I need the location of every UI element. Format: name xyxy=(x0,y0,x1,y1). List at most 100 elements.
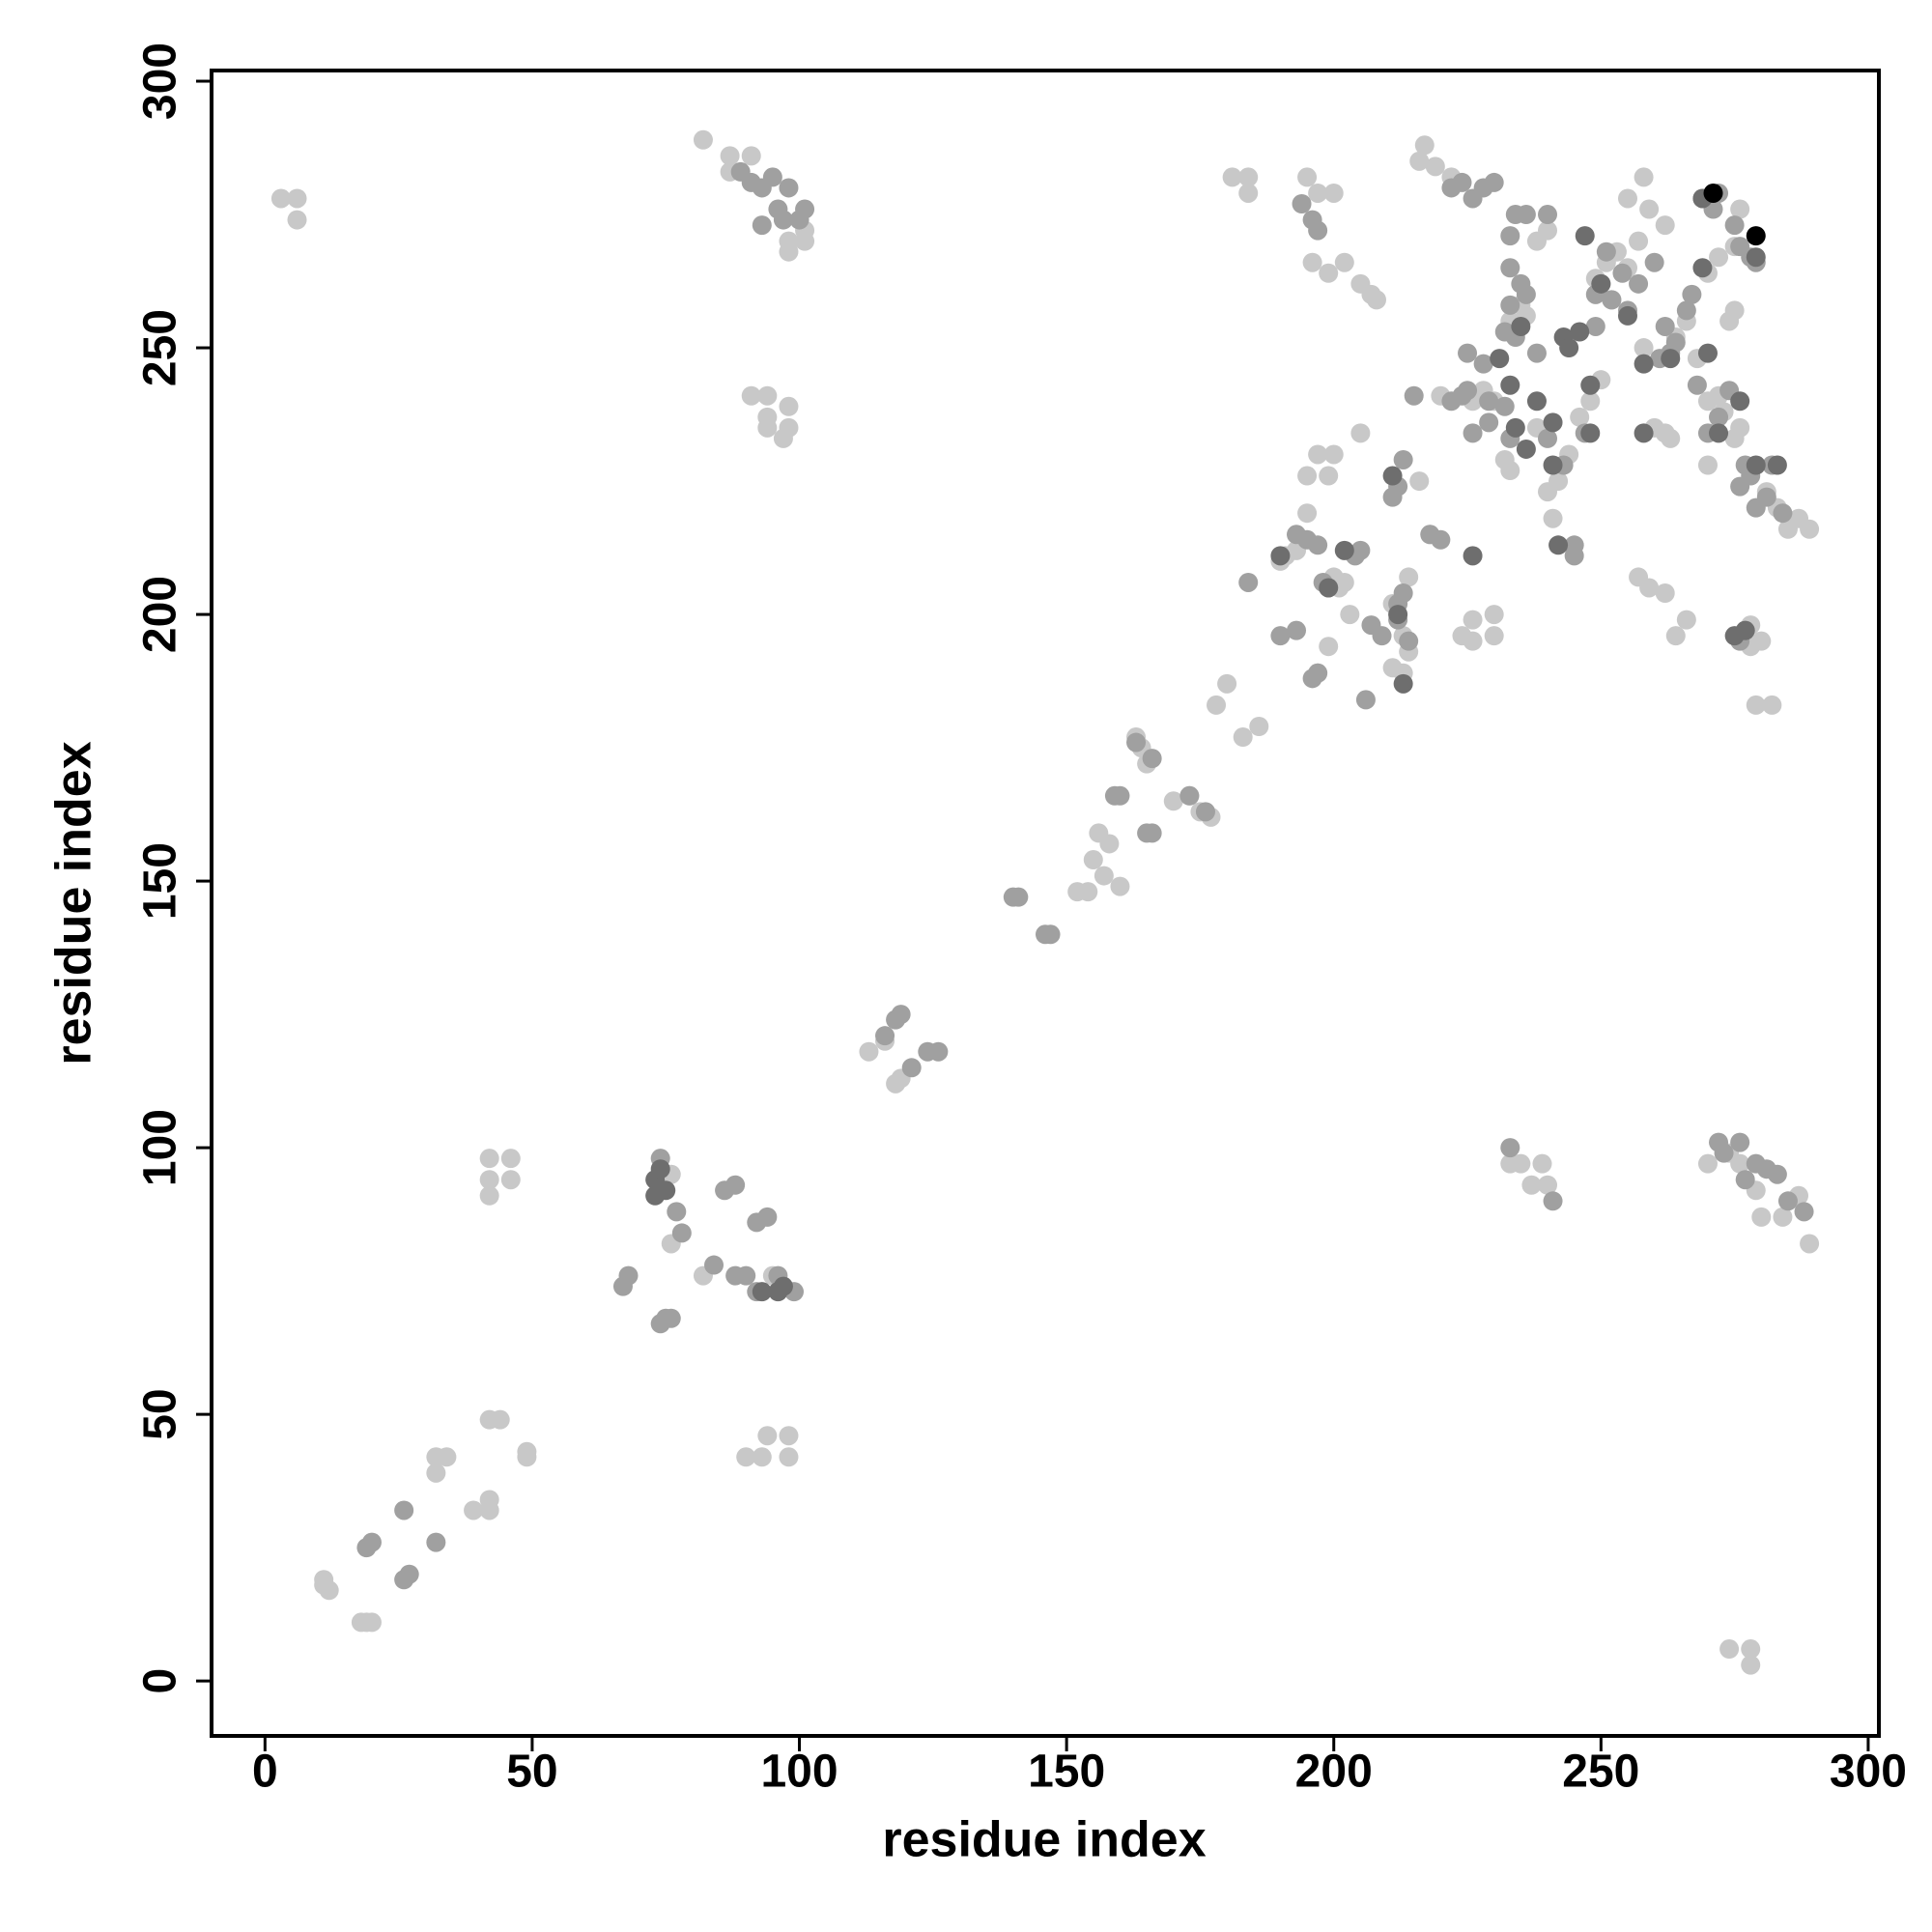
contact-point xyxy=(1500,461,1520,481)
contact-point xyxy=(1800,1234,1820,1254)
contact-point xyxy=(1334,540,1354,560)
contact-point xyxy=(661,1308,681,1328)
y-tick-label: 250 xyxy=(135,309,186,386)
contact-point xyxy=(1458,343,1478,363)
contact-point xyxy=(1463,423,1483,443)
contact-point xyxy=(1617,305,1637,326)
contact-point xyxy=(1526,343,1547,363)
contact-point xyxy=(1323,444,1344,465)
contact-point xyxy=(1543,1191,1563,1211)
contact-point xyxy=(1697,1153,1718,1174)
contact-point xyxy=(1297,503,1318,524)
contact-point xyxy=(1676,610,1696,630)
contact-point xyxy=(1516,284,1536,304)
contact-point xyxy=(1388,605,1408,625)
contact-point xyxy=(1661,428,1681,448)
contact-point xyxy=(517,1441,537,1462)
contact-point xyxy=(1409,151,1430,171)
contact-point xyxy=(1110,876,1130,896)
contact-point xyxy=(1697,343,1718,363)
contact-point xyxy=(928,1041,949,1062)
y-tick-label: 200 xyxy=(135,576,186,653)
contact-point xyxy=(1083,850,1103,870)
contact-point xyxy=(1308,183,1328,203)
contact-point xyxy=(1334,252,1354,272)
contact-point xyxy=(1500,1153,1520,1174)
contact-point xyxy=(1521,1175,1542,1195)
x-tick-label: 150 xyxy=(1028,1747,1105,1798)
contact-point xyxy=(1142,749,1162,769)
contact-point xyxy=(1500,258,1520,278)
contact-point xyxy=(1692,258,1713,278)
contact-point xyxy=(1564,535,1584,555)
contact-point xyxy=(464,1500,484,1520)
contact-point xyxy=(1319,578,1339,598)
contact-point xyxy=(1040,924,1061,945)
contact-point xyxy=(1458,381,1478,401)
contact-point xyxy=(1634,167,1654,187)
contact-point xyxy=(1110,785,1130,806)
contact-point xyxy=(1404,385,1424,406)
contact-point xyxy=(1425,156,1445,177)
contact-point xyxy=(1543,455,1563,475)
contact-point xyxy=(1629,231,1649,251)
contact-point xyxy=(1538,220,1558,241)
contact-point xyxy=(1297,466,1318,486)
contact-point xyxy=(725,1175,746,1195)
contact-point xyxy=(1500,295,1520,315)
contact-point xyxy=(1612,263,1633,283)
contact-point xyxy=(1634,338,1654,358)
contact-point xyxy=(1741,1639,1761,1660)
contact-point xyxy=(1665,332,1686,353)
contact-point xyxy=(1639,578,1660,598)
contact-point xyxy=(1773,503,1793,524)
contact-point xyxy=(1009,887,1029,907)
contact-point xyxy=(1292,194,1312,214)
contact-point xyxy=(757,417,778,438)
contact-point xyxy=(1751,1207,1772,1227)
contact-point xyxy=(1195,802,1215,822)
contact-point xyxy=(1724,300,1745,321)
contact-point xyxy=(1746,455,1766,475)
x-tick-label: 200 xyxy=(1295,1747,1373,1798)
contact-point xyxy=(1548,535,1569,555)
contact-point xyxy=(1719,1639,1740,1660)
contact-point xyxy=(1500,1138,1520,1158)
contact-point xyxy=(1762,695,1782,715)
contact-point xyxy=(1302,252,1322,272)
contact-point xyxy=(1777,1191,1798,1211)
contact-point xyxy=(757,1426,778,1446)
contact-point xyxy=(773,210,793,230)
contact-point xyxy=(1308,663,1328,683)
contact-point xyxy=(704,1255,724,1275)
contact-point xyxy=(1393,582,1413,603)
contact-point xyxy=(394,1500,414,1520)
contact-point xyxy=(426,1532,446,1552)
contact-point xyxy=(752,1447,772,1467)
x-tick-label: 300 xyxy=(1830,1747,1907,1798)
contact-point xyxy=(757,385,778,406)
contact-point xyxy=(779,1426,799,1446)
contact-point xyxy=(1393,673,1413,694)
contact-point xyxy=(1751,631,1772,651)
contact-point xyxy=(789,210,810,230)
y-tick-label: 150 xyxy=(135,842,186,920)
x-tick-label: 50 xyxy=(506,1747,557,1798)
contact-point xyxy=(1484,605,1504,625)
contact-point xyxy=(1730,1153,1750,1174)
contact-point xyxy=(901,1058,922,1078)
contact-point xyxy=(1800,519,1820,539)
contact-point xyxy=(891,1005,911,1025)
contact-point xyxy=(1463,546,1483,566)
contact-point xyxy=(287,210,307,230)
contact-point xyxy=(1644,252,1664,272)
contact-point xyxy=(1585,316,1605,336)
contact-point xyxy=(736,1447,756,1467)
contact-point xyxy=(1746,226,1766,246)
contact-point xyxy=(1484,626,1504,646)
contact-point xyxy=(859,1041,879,1062)
contact-point xyxy=(1602,290,1622,310)
contact-point xyxy=(1559,338,1579,358)
